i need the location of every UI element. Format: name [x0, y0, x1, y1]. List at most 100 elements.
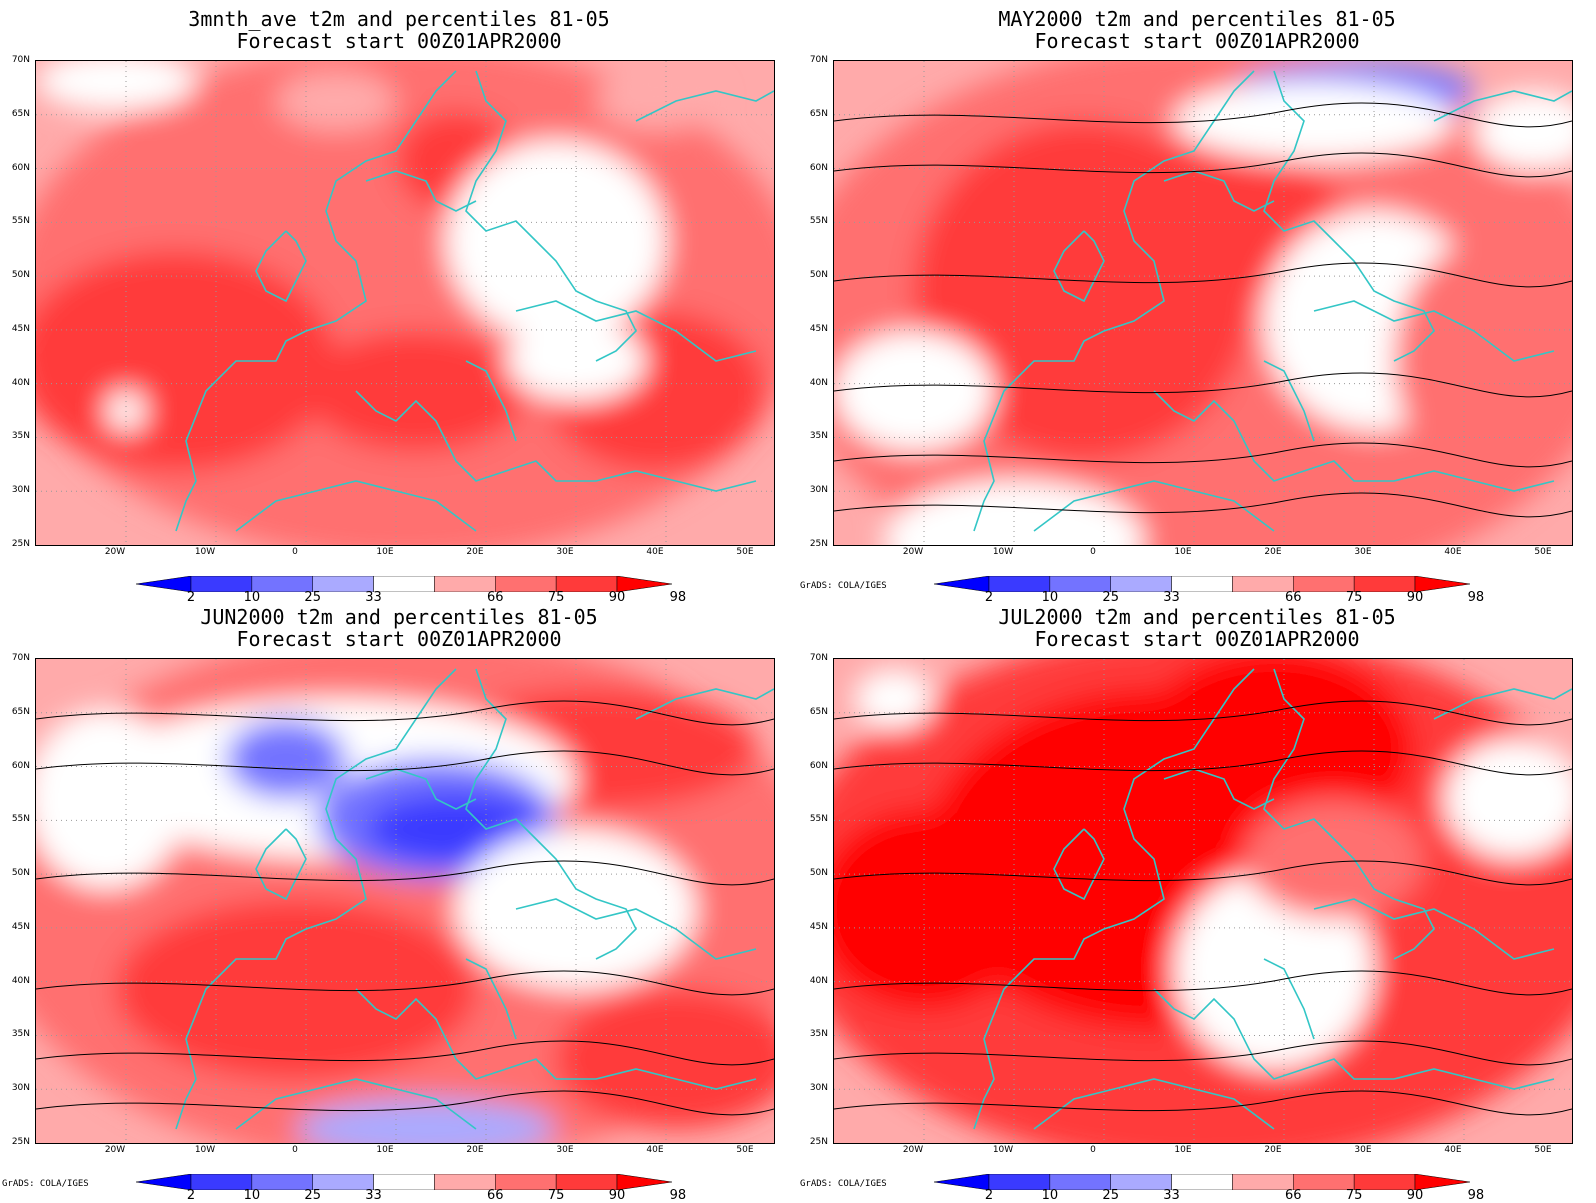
- latitude-label: 30N: [11, 1083, 30, 1094]
- coastline: [1163, 170, 1275, 212]
- latitude-label: 60N: [809, 162, 828, 173]
- contour-line: [834, 442, 1572, 468]
- contour-line: [834, 152, 1572, 178]
- coastline: [355, 988, 757, 1090]
- latitude-label: 25N: [11, 539, 30, 549]
- latitude-label: 60N: [11, 760, 30, 771]
- temperature-contours: [834, 102, 1572, 518]
- colorbar-label: 90: [608, 590, 626, 605]
- map-svg: [36, 61, 774, 545]
- longitude-label: 0: [292, 547, 298, 557]
- latitude-label: 35N: [809, 431, 828, 442]
- latitude-label: 45N: [11, 921, 30, 932]
- panel-subtitle: Forecast start 00Z01APR2000: [1034, 29, 1360, 53]
- latitude-label: 50N: [809, 270, 828, 281]
- coastline: [1033, 1078, 1275, 1130]
- coastlines: [175, 70, 774, 532]
- latitude-label: 65N: [809, 706, 828, 717]
- latitude-label: 70N: [809, 55, 828, 65]
- longitude-label: 10W: [992, 1145, 1014, 1155]
- longitude-label: 40E: [1444, 547, 1462, 557]
- longitude-label: 10E: [376, 547, 394, 557]
- temperature-contours: [834, 700, 1572, 1116]
- longitude-label: 50E: [736, 547, 754, 557]
- latitude-label: 55N: [809, 814, 828, 825]
- shading-region: [276, 71, 396, 131]
- longitude-label: 30E: [1354, 1145, 1372, 1155]
- longitude-label: 0: [1090, 1145, 1096, 1155]
- coastline: [255, 828, 307, 901]
- colorbar-label: 10: [243, 590, 261, 605]
- colorbar-label: 2: [984, 590, 994, 605]
- coastline: [365, 768, 477, 810]
- coastline: [973, 70, 1255, 532]
- longitude-label: 10W: [992, 547, 1014, 557]
- colorbar-arrow-right: [1414, 1173, 1471, 1191]
- grid: [36, 61, 774, 545]
- shading-region: [854, 669, 934, 729]
- shading-region: [366, 794, 546, 864]
- colorbar: [135, 1173, 673, 1191]
- colorbar-label: 75: [547, 590, 565, 605]
- colorbar-label: 33: [365, 590, 382, 605]
- contour-line: [36, 1040, 774, 1066]
- temperature-contours: [36, 700, 774, 1116]
- panel-subtitle: Forecast start 00Z01APR2000: [1034, 627, 1360, 651]
- credit-text: GrADS: COLA/IGES: [2, 1179, 89, 1189]
- percentile-shading: [834, 659, 1572, 1143]
- percentile-shading: [36, 659, 774, 1143]
- latitude-label: 45N: [809, 323, 828, 334]
- coastline: [1263, 360, 1315, 442]
- colorbar-label: 2: [186, 590, 196, 605]
- coastline: [515, 898, 757, 960]
- shading-region: [596, 71, 716, 131]
- contour-line: [834, 1090, 1572, 1116]
- latitude-label: 30N: [809, 485, 828, 496]
- latitude-label: 35N: [11, 431, 30, 442]
- coastline: [1163, 768, 1275, 810]
- longitude-label: 20E: [466, 547, 484, 557]
- longitude-label: 20E: [1264, 1145, 1282, 1155]
- coastlines: [973, 70, 1572, 532]
- latitude-label: 25N: [809, 1137, 828, 1147]
- coastline: [235, 480, 477, 532]
- coastline: [635, 688, 774, 720]
- colorbar: [933, 575, 1471, 593]
- latitude-label: 30N: [11, 485, 30, 496]
- latitude-label: 55N: [11, 814, 30, 825]
- panel-title: 3mnth_ave t2m and percentiles 81-05: [188, 7, 610, 31]
- percentile-shading: [36, 61, 774, 545]
- colorbar-label: 25: [304, 590, 321, 605]
- contour-line: [36, 970, 774, 996]
- latitude-label: 60N: [809, 760, 828, 771]
- colorbar-label: 90: [1406, 590, 1424, 605]
- latitude-label: 70N: [809, 653, 828, 663]
- longitude-label: 10W: [194, 547, 216, 557]
- latitude-label: 40N: [809, 377, 828, 388]
- contour-line: [834, 372, 1572, 398]
- map-panel-3: JUN2000 t2m and percentiles 81-05 Foreca…: [0, 598, 798, 1203]
- latitude-label: 40N: [11, 377, 30, 388]
- latitude-label: 55N: [809, 216, 828, 227]
- longitude-label: 40E: [1444, 1145, 1462, 1155]
- latitude-label: 60N: [11, 162, 30, 173]
- longitude-label: 30E: [556, 547, 574, 557]
- longitude-label: 20W: [902, 547, 924, 557]
- contour-line: [36, 700, 774, 726]
- latitude-label: 50N: [809, 868, 828, 879]
- contour-line: [834, 970, 1572, 996]
- contour-line: [36, 860, 774, 886]
- colorbar-svg: [933, 1173, 1471, 1191]
- coastline: [973, 668, 1255, 1130]
- colorbar-arrow-right: [616, 1173, 673, 1191]
- colorbar-svg: [135, 575, 673, 593]
- shading-region: [36, 709, 186, 889]
- longitude-label: 20E: [1264, 547, 1282, 557]
- longitude-label: 10W: [194, 1145, 216, 1155]
- shading-region: [1244, 799, 1424, 919]
- panel-subtitle: Forecast start 00Z01APR2000: [236, 29, 562, 53]
- longitude-label: 20W: [902, 1145, 924, 1155]
- coastline: [1153, 988, 1555, 1090]
- coastline: [175, 668, 457, 1130]
- coastline: [465, 958, 517, 1040]
